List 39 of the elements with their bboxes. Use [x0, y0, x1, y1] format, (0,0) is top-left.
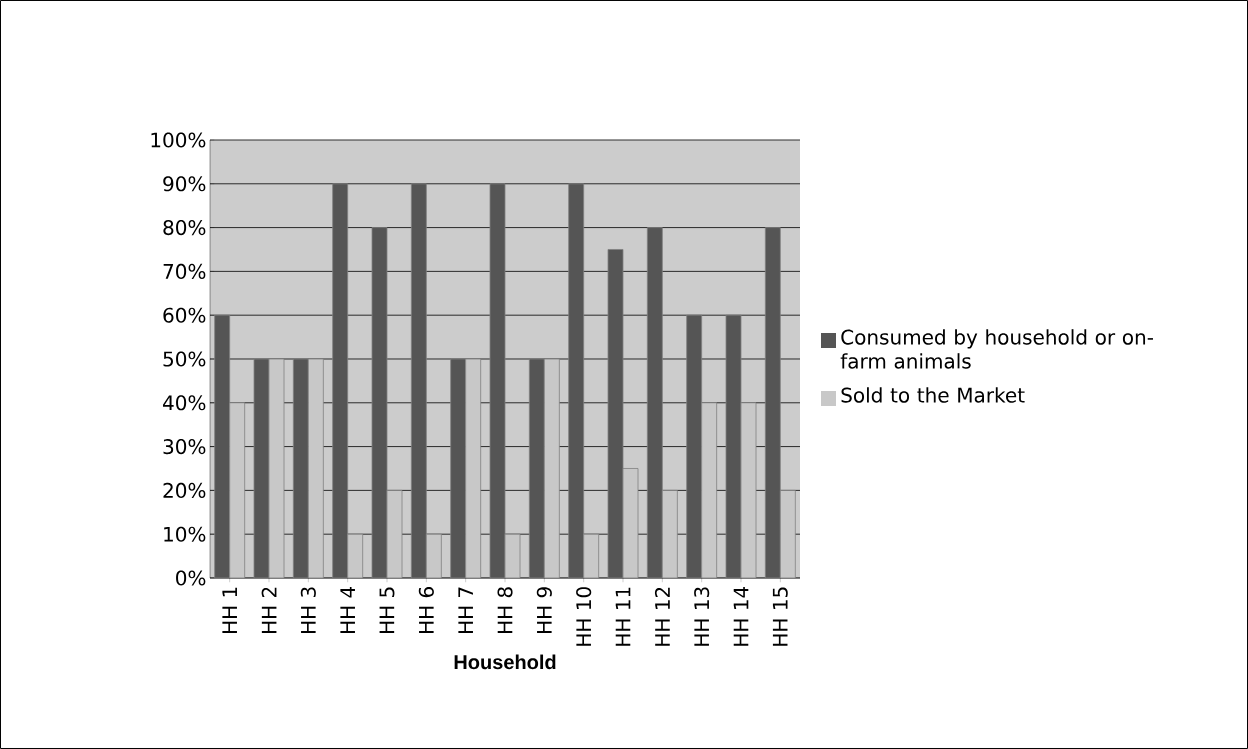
x-tick-label: HH 5: [379, 587, 395, 633]
bar: [646, 227, 663, 578]
x-tick-label: HH 3: [300, 587, 316, 633]
y-tick-label: 70%: [163, 263, 206, 279]
x-tick-label: HH 2: [261, 587, 277, 633]
legend-label: Consumed by household or on-farm animals: [840, 329, 1153, 369]
x-tick-label: HH 15: [772, 587, 788, 646]
x-tick-label: HH 13: [694, 587, 710, 646]
bar: [410, 183, 427, 578]
y-tick-label: 40%: [162, 395, 206, 411]
bar: [568, 183, 585, 578]
y-tick-label: 80%: [163, 220, 206, 236]
bar: [332, 183, 349, 578]
x-axis-title: Household: [454, 654, 556, 670]
y-tick-label: 20%: [163, 482, 206, 498]
bar: [764, 227, 781, 578]
y-tick-label: 50%: [163, 351, 206, 367]
bar: [450, 358, 467, 578]
x-tick-label: HH 8: [497, 587, 513, 633]
y-tick-label: 90%: [163, 176, 206, 192]
x-tick-label: HH 1: [222, 587, 237, 633]
x-tick-label: HH 7: [458, 587, 473, 633]
x-tick-label: HH 6: [418, 587, 434, 633]
text: Sold to the Market: [841, 387, 1025, 403]
x-tick-label: HH 10: [576, 587, 592, 646]
y-tick-label: 100%: [151, 132, 206, 148]
bar: [528, 358, 545, 578]
bar: [292, 358, 309, 578]
y-tick-label: 10%: [164, 526, 206, 542]
y-tick-label: 30%: [163, 439, 206, 455]
y-tick-label: 0%: [176, 570, 206, 586]
x-tick-label: HH 14: [733, 586, 749, 646]
bar: [686, 314, 703, 578]
y-tick-label: 60%: [163, 307, 206, 323]
x-tick-label: HH 9: [536, 587, 552, 633]
x-tick-label: HH 12: [654, 587, 670, 646]
x-tick-label: HH 11: [615, 587, 631, 646]
bar: [214, 314, 231, 578]
x-tick-label: HH 4: [340, 586, 355, 633]
